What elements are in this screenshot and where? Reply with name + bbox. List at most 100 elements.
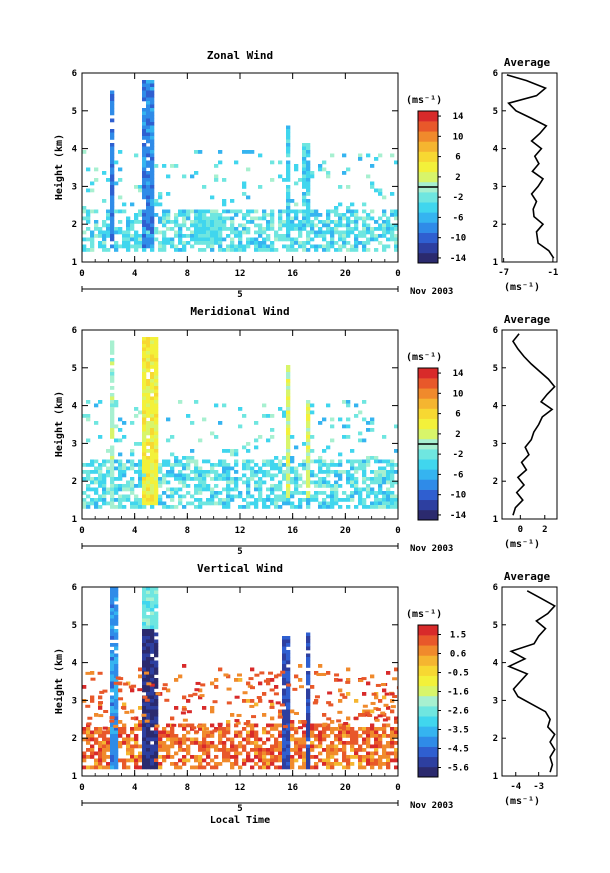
heatmap-cell: [322, 244, 327, 249]
heatmap-cell: [114, 594, 119, 598]
heatmap-cell: [346, 230, 351, 235]
heatmap-cell: [246, 449, 251, 453]
heatmap-cell: [98, 762, 103, 766]
heatmap-cell: [170, 463, 175, 467]
heatmap-cell: [114, 230, 119, 235]
heatmap-cell: [390, 505, 395, 509]
heatmap-cell: [374, 459, 379, 464]
heatmap-cell: [386, 498, 391, 502]
heatmap-cell: [194, 230, 199, 235]
heatmap-cell: [210, 758, 215, 763]
heatmap-cell: [110, 230, 115, 235]
heatmap-cell: [154, 452, 159, 457]
heatmap-cell: [338, 234, 343, 238]
heatmap-cell: [386, 494, 391, 499]
heatmap-cell: [186, 241, 191, 245]
heatmap-cell: [286, 758, 291, 763]
heatmap-cell: [226, 737, 231, 742]
heatmap-cell: [282, 709, 287, 714]
colorbar-unit: (ms⁻¹): [406, 609, 442, 620]
heatmap-cell: [114, 713, 119, 717]
heatmap-cell: [330, 720, 335, 724]
heatmap-cell: [106, 730, 111, 735]
heatmap-cell: [130, 501, 135, 506]
heatmap-cell: [150, 445, 155, 450]
heatmap-cell: [142, 431, 147, 436]
heatmap-cell: [86, 734, 91, 738]
heatmap-cell: [382, 695, 387, 700]
heatmap-cell: [342, 470, 347, 474]
heatmap-cell: [286, 706, 291, 710]
heatmap-cell: [138, 470, 143, 474]
heatmap-cell: [322, 498, 327, 502]
heatmap-cell: [389, 692, 395, 696]
heatmap-cell: [90, 737, 95, 742]
heatmap-cell: [150, 720, 155, 724]
colorbar-tick-label: -4.5: [447, 745, 469, 755]
heatmap-cell: [106, 491, 111, 495]
heatmap-cell: [270, 678, 275, 682]
heatmap-cell: [114, 629, 119, 633]
heatmap-cell: [286, 400, 291, 404]
heatmap-cell: [154, 755, 159, 759]
heatmap-cell: [114, 657, 119, 661]
heatmap-cell: [85, 704, 91, 708]
heatmap-cell: [102, 765, 107, 770]
heatmap-cell: [238, 730, 243, 735]
heatmap-cell: [334, 230, 339, 235]
heatmap-cell: [298, 744, 303, 749]
heatmap-cell: [350, 227, 355, 231]
heatmap-cell: [142, 400, 147, 404]
heatmap-cell: [106, 230, 111, 235]
heatmap-cell: [346, 716, 351, 721]
heatmap-cell: [306, 501, 311, 506]
heatmap-cell: [142, 604, 147, 609]
colorbar-swatch: [418, 428, 438, 440]
heatmap-cell: [102, 484, 107, 488]
heatmap-cell: [182, 734, 187, 738]
heatmap-cell: [282, 674, 287, 679]
heatmap-cell: [154, 494, 159, 499]
heatmap-cell: [138, 720, 143, 724]
heatmap-cell: [374, 751, 379, 756]
heatmap-cell: [298, 737, 303, 742]
heatmap-cell: [230, 230, 235, 235]
heatmap-cell: [338, 734, 343, 738]
heatmap-cell: [142, 442, 147, 446]
heatmap-cell: [98, 730, 103, 735]
heatmap-cell: [286, 164, 291, 168]
heatmap-cell: [114, 755, 119, 759]
average-frame: [501, 586, 558, 777]
heatmap-cell: [142, 389, 147, 394]
heatmap-cell: [282, 720, 287, 724]
heatmap-cell: [206, 473, 211, 478]
heatmap-cell: [362, 234, 367, 238]
heatmap-cell: [378, 473, 383, 478]
heatmap-cell: [278, 459, 283, 464]
heatmap-cell: [322, 762, 327, 766]
heatmap-cell: [238, 494, 243, 499]
heatmap-cell: [293, 711, 299, 715]
heatmap-cell: [110, 688, 115, 693]
heatmap-cell: [214, 491, 219, 495]
heatmap-cell: [190, 230, 195, 235]
heatmap-cell: [226, 480, 231, 485]
heatmap-cell: [350, 741, 355, 745]
heatmap-cell: [198, 688, 203, 693]
heatmap-cell: [270, 477, 275, 481]
heatmap-cell: [298, 755, 303, 759]
heatmap-cell: [214, 473, 219, 478]
heatmap-cell: [210, 195, 215, 200]
heatmap-cell: [354, 241, 359, 245]
heatmap-cell: [226, 505, 231, 509]
heatmap-cell: [234, 463, 239, 467]
heatmap-cell: [290, 248, 295, 252]
heatmap-cell: [250, 730, 255, 735]
heatmap-cell: [302, 146, 307, 151]
vertical-wind-panel: Vertical Wind Height (km) 0 4 8 12 16 20 01234…: [53, 562, 558, 826]
heatmap-cell: [114, 748, 119, 752]
heatmap-cell: [150, 150, 155, 154]
heatmap-cell: [150, 375, 155, 380]
heatmap-cell: [118, 463, 123, 467]
